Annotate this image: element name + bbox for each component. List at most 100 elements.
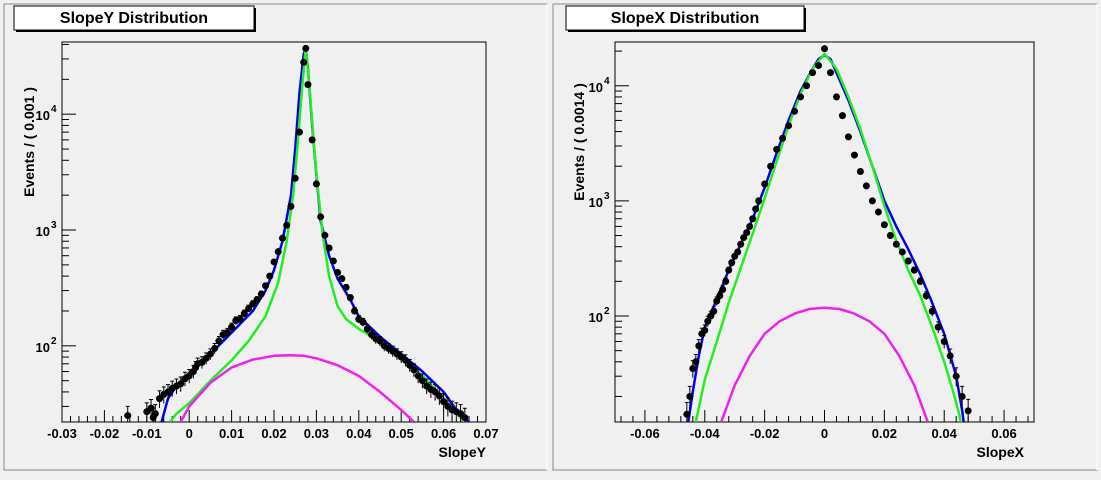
- data-point: [722, 277, 730, 285]
- data-point: [940, 338, 948, 346]
- pad-frame: [552, 3, 1098, 471]
- data-point: [406, 361, 414, 369]
- x-tick-label: 0.06: [991, 426, 1016, 441]
- data-point: [359, 318, 367, 326]
- data-point: [351, 307, 359, 315]
- data-point: [206, 350, 214, 358]
- data-point: [743, 229, 751, 237]
- data-point: [880, 221, 888, 229]
- data-point: [838, 112, 846, 120]
- data-point: [779, 134, 787, 142]
- x-tick-label: -0.02: [750, 426, 780, 441]
- data-point: [223, 329, 231, 337]
- series-layer: [683, 45, 972, 422]
- x-tick-label: 0.04: [932, 426, 958, 441]
- data-point: [283, 221, 291, 229]
- data-point: [177, 380, 185, 388]
- data-point: [410, 366, 418, 374]
- y-tick-label: 10: [36, 108, 50, 123]
- chart-title: SlopeX Distribution: [611, 10, 759, 27]
- data-point: [761, 180, 769, 188]
- data-point: [300, 58, 308, 66]
- data-point: [317, 213, 325, 221]
- x-tick-label: -0.02: [90, 426, 120, 441]
- data-point: [363, 325, 371, 333]
- data-point: [952, 372, 960, 380]
- data-point: [270, 258, 278, 266]
- plot-frame: [61, 41, 487, 423]
- x-tick-label: 0.05: [389, 426, 414, 441]
- data-point: [151, 410, 159, 418]
- series-line-3: [179, 353, 415, 422]
- x-tick-label: 0.06: [431, 426, 456, 441]
- x-tick-label: 0.07: [473, 426, 498, 441]
- data-point: [461, 414, 469, 422]
- data-point: [321, 231, 329, 239]
- data-point: [401, 356, 409, 364]
- data-point: [746, 222, 754, 230]
- x-axis-title: SlopeX: [977, 444, 1025, 460]
- data-point: [755, 197, 763, 205]
- data-point: [414, 372, 422, 380]
- y-tick-exponent: 3: [51, 220, 57, 231]
- data-point: [295, 128, 303, 136]
- data-point: [274, 248, 282, 256]
- data-point: [704, 317, 712, 325]
- data-point: [124, 412, 132, 420]
- x-tick-label: -0.01: [132, 426, 162, 441]
- data-point: [922, 292, 930, 300]
- data-point: [689, 364, 697, 372]
- series-layer: [124, 44, 470, 422]
- data-point: [683, 410, 691, 418]
- data-point: [964, 407, 972, 415]
- x-tick-label: 0.02: [872, 426, 897, 441]
- x-tick-label: 0.01: [219, 426, 244, 441]
- data-point: [435, 392, 443, 400]
- data-point: [767, 162, 775, 170]
- pad-frame: [3, 3, 548, 471]
- data-point: [695, 342, 703, 350]
- data-point: [785, 122, 793, 130]
- data-point: [725, 266, 733, 274]
- data-point: [338, 275, 346, 283]
- plot-frame: [614, 41, 1035, 423]
- data-point: [304, 81, 312, 89]
- x-axis-title: SlopeY: [439, 444, 487, 460]
- y-tick-label: 10: [36, 340, 50, 355]
- data-point: [916, 277, 924, 285]
- series-line-3: [720, 306, 929, 422]
- data-point: [692, 358, 700, 366]
- data-point: [710, 307, 718, 315]
- x-tick-label: 0.02: [261, 426, 286, 441]
- data-point: [821, 45, 828, 53]
- y-tick-label: 10: [589, 195, 603, 210]
- data-point: [728, 259, 736, 267]
- chart-title: SlopeY Distribution: [60, 10, 208, 27]
- data-point: [850, 151, 858, 159]
- data-point: [856, 167, 864, 175]
- y-tick-exponent: 4: [604, 76, 610, 87]
- data-point: [325, 244, 333, 252]
- data-point: [308, 136, 316, 144]
- y-tick-exponent: 3: [604, 191, 610, 202]
- data-point: [797, 93, 805, 101]
- series-line-2: [169, 45, 466, 422]
- data-point: [287, 202, 295, 210]
- data-point: [934, 323, 942, 331]
- data-point: [701, 326, 709, 334]
- y-axis-title: Events / ( 0.0014 ): [571, 83, 587, 201]
- y-tick-exponent: 4: [51, 104, 57, 115]
- data-point: [257, 290, 265, 298]
- data-point: [266, 272, 274, 280]
- data-point: [211, 344, 219, 352]
- y-tick-exponent: 2: [604, 306, 610, 317]
- data-point: [329, 257, 337, 265]
- data-point: [928, 307, 936, 315]
- data-point: [946, 352, 954, 360]
- data-point: [240, 310, 248, 318]
- data-point: [236, 315, 244, 323]
- data-point: [958, 392, 966, 400]
- data-point: [815, 61, 823, 69]
